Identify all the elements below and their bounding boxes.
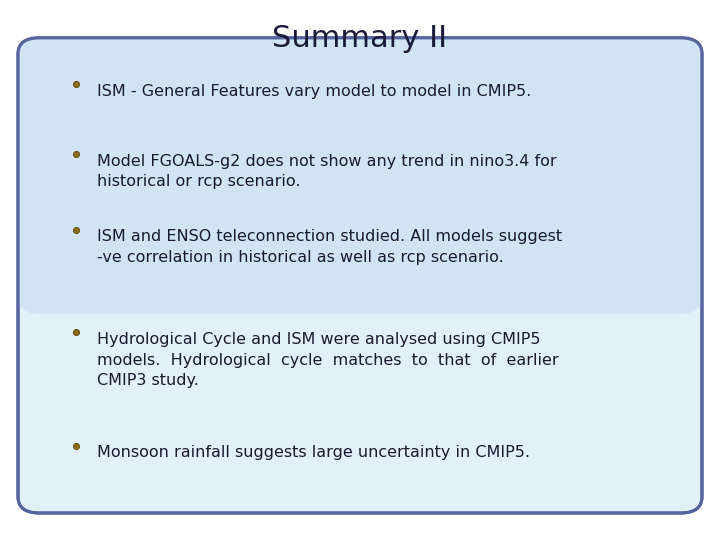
Text: Model FGOALS-g2 does not show any trend in nino3.4 for
historical or rcp scenari: Model FGOALS-g2 does not show any trend … [97,154,557,190]
Text: ISM - General Features vary model to model in CMIP5.: ISM - General Features vary model to mod… [97,84,531,99]
Text: ISM and ENSO teleconnection studied. All models suggest
-ve correlation in histo: ISM and ENSO teleconnection studied. All… [97,230,562,265]
Text: Hydrological Cycle and ISM were analysed using CMIP5
models.  Hydrological  cycl: Hydrological Cycle and ISM were analysed… [97,332,559,388]
Text: Monsoon rainfall suggests large uncertainty in CMIP5.: Monsoon rainfall suggests large uncertai… [97,446,530,461]
FancyBboxPatch shape [18,38,702,513]
Text: Summary II: Summary II [272,24,448,53]
FancyBboxPatch shape [18,38,702,314]
